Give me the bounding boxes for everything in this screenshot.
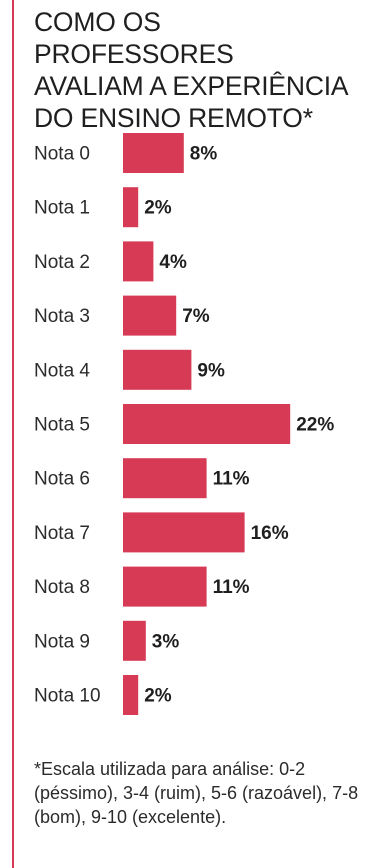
value-label: 9% bbox=[197, 360, 225, 381]
category-label: Nota 6 bbox=[34, 469, 90, 490]
category-label: Nota 0 bbox=[34, 144, 90, 165]
value-label: 8% bbox=[190, 144, 218, 165]
category-label: Nota 4 bbox=[34, 360, 90, 381]
bar bbox=[123, 512, 245, 553]
value-label: 11% bbox=[213, 469, 250, 490]
bar bbox=[123, 241, 154, 282]
bar bbox=[123, 458, 207, 499]
bar bbox=[123, 295, 177, 336]
accent-rule bbox=[12, 0, 14, 868]
category-label: Nota 8 bbox=[34, 577, 90, 598]
bar bbox=[123, 675, 139, 715]
bar bbox=[123, 187, 139, 228]
value-label: 22% bbox=[296, 415, 334, 436]
category-label: Nota 10 bbox=[34, 686, 101, 707]
category-label: Nota 2 bbox=[34, 252, 90, 273]
chart-title: COMO OS PROFESSORES AVALIAM A EXPERIÊNCI… bbox=[34, 7, 349, 133]
value-label: 4% bbox=[159, 252, 187, 273]
value-label: 7% bbox=[182, 306, 210, 327]
value-label: 3% bbox=[152, 631, 180, 652]
category-label: Nota 5 bbox=[34, 415, 90, 436]
bar bbox=[123, 133, 184, 173]
category-label: Nota 7 bbox=[34, 523, 90, 544]
bar bbox=[123, 620, 146, 661]
value-label: 11% bbox=[213, 577, 250, 598]
value-label: 2% bbox=[144, 686, 172, 707]
category-label: Nota 1 bbox=[34, 198, 90, 219]
category-label: Nota 3 bbox=[34, 306, 90, 327]
bar bbox=[123, 566, 207, 607]
bar bbox=[123, 349, 192, 390]
scale-footnote: *Escala utilizada para análise: 0-2 (pés… bbox=[34, 759, 359, 827]
value-label: 16% bbox=[251, 523, 289, 544]
value-label: 2% bbox=[144, 198, 172, 219]
bar bbox=[123, 404, 291, 444]
category-label: Nota 9 bbox=[34, 631, 90, 652]
